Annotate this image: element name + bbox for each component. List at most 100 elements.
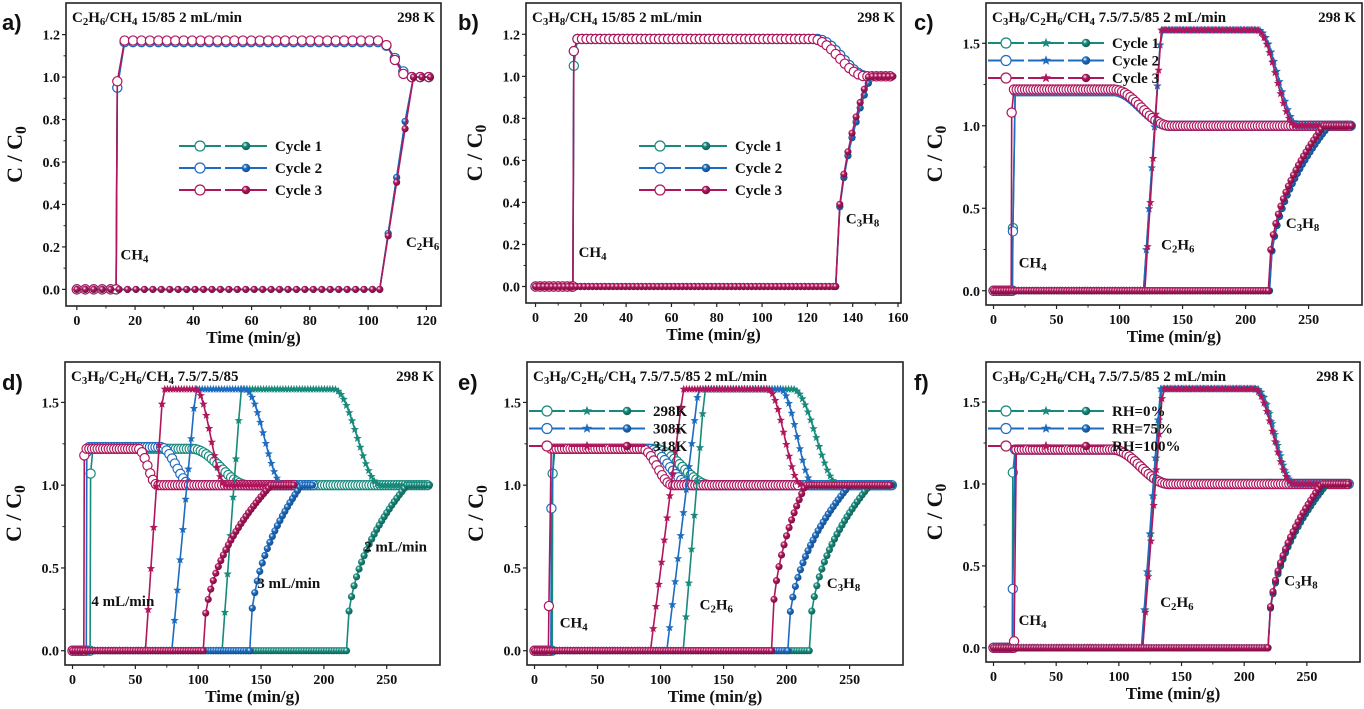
legend-marker: [622, 406, 632, 416]
y-axis-label: C / C0: [2, 126, 30, 183]
data-point: [818, 565, 826, 573]
data-point: [149, 285, 157, 293]
data-point: [806, 415, 815, 424]
x-tick-label: 50: [128, 673, 142, 688]
series-cycle-3-ch4: [530, 33, 896, 292]
curve-annotation: 3 mL/min: [257, 576, 321, 592]
data-point: [261, 439, 270, 448]
y-axis-label: C / C0: [922, 126, 950, 183]
data-point: [144, 35, 156, 46]
data-point: [409, 73, 418, 81]
data-point: [247, 392, 257, 401]
data-point: [1007, 226, 1019, 237]
data-point: [242, 285, 250, 293]
data-point: [157, 399, 167, 408]
data-point: [229, 35, 240, 46]
data-point: [784, 647, 792, 655]
legend-item: Cycle 2: [179, 161, 322, 177]
legend-item: Cycle 3: [988, 71, 1159, 87]
data-point: [790, 420, 799, 429]
data-point: [1279, 98, 1288, 107]
data-point: [785, 523, 793, 532]
data-point: [119, 35, 130, 46]
data-point: [146, 564, 156, 573]
data-point: [353, 434, 362, 442]
data-point: [781, 391, 791, 400]
data-point: [355, 35, 367, 46]
data-point: [844, 148, 852, 156]
series-line: [534, 484, 890, 652]
x-tick-label: 250: [376, 673, 397, 688]
data-point: [220, 608, 229, 616]
data-point: [687, 439, 696, 448]
data-point: [1287, 176, 1295, 184]
data-point: [1154, 65, 1163, 74]
legend-marker: [1041, 55, 1051, 65]
data-point: [343, 285, 351, 293]
data-point: [305, 35, 316, 46]
plot-frame: [65, 2, 442, 307]
plot-area: [67, 384, 434, 656]
data-point: [812, 433, 821, 442]
data-point: [181, 494, 190, 503]
data-point: [817, 450, 827, 459]
data-point: [796, 566, 805, 574]
data-point: [798, 490, 806, 498]
data-point: [1267, 246, 1275, 254]
data-point: [204, 595, 212, 603]
y-tick-label: 1.0: [503, 70, 521, 85]
legend-item: 318K: [529, 439, 688, 455]
data-point: [81, 285, 89, 293]
legend-marker: [654, 140, 666, 152]
data-point: [292, 285, 301, 293]
data-point: [191, 285, 199, 293]
x-tick-label: 160: [888, 311, 909, 326]
data-point: [352, 285, 360, 293]
data-point: [347, 416, 357, 425]
y-tick-label: 0.2: [503, 238, 521, 253]
data-point: [352, 573, 361, 581]
data-point: [339, 35, 350, 46]
plot-area: [530, 33, 897, 292]
legend-marker: [1041, 37, 1051, 48]
data-point: [358, 451, 368, 460]
data-point: [693, 393, 702, 402]
data-point: [799, 559, 807, 567]
legend-marker: [701, 141, 711, 151]
data-point: [820, 558, 828, 566]
data-point: [367, 472, 376, 481]
y-axis-label-group: C / C0: [2, 126, 30, 183]
legend-label: 308K: [653, 422, 688, 438]
x-axis-label: Time (min/g): [666, 325, 761, 344]
data-point: [856, 98, 864, 107]
data-point: [668, 600, 677, 609]
data-point: [789, 593, 797, 601]
data-point: [196, 391, 205, 400]
data-point: [1277, 87, 1287, 96]
legend-marker: [241, 163, 251, 173]
x-tick-label: 250: [839, 673, 860, 688]
data-point: [350, 582, 358, 590]
x-tick-label: 20: [574, 311, 588, 326]
data-point: [335, 285, 343, 293]
legend-marker: [622, 424, 632, 433]
data-point: [174, 285, 182, 293]
data-point: [250, 285, 258, 293]
legend-marker: [1000, 72, 1012, 84]
data-point: [1144, 204, 1154, 213]
legend-marker: [194, 140, 206, 152]
data-point: [271, 35, 282, 46]
data-point: [684, 578, 693, 587]
data-point: [794, 573, 802, 582]
data-point: [671, 577, 680, 586]
panel-temperature: 298 K: [396, 369, 434, 385]
data-point: [345, 408, 354, 417]
data-point: [269, 467, 279, 476]
series-line: [534, 448, 891, 652]
legend-marker: [582, 405, 592, 416]
data-point: [795, 389, 804, 398]
data-point: [334, 386, 343, 395]
y-tick-label: 0.2: [43, 241, 61, 256]
legend-marker: [1041, 72, 1051, 83]
